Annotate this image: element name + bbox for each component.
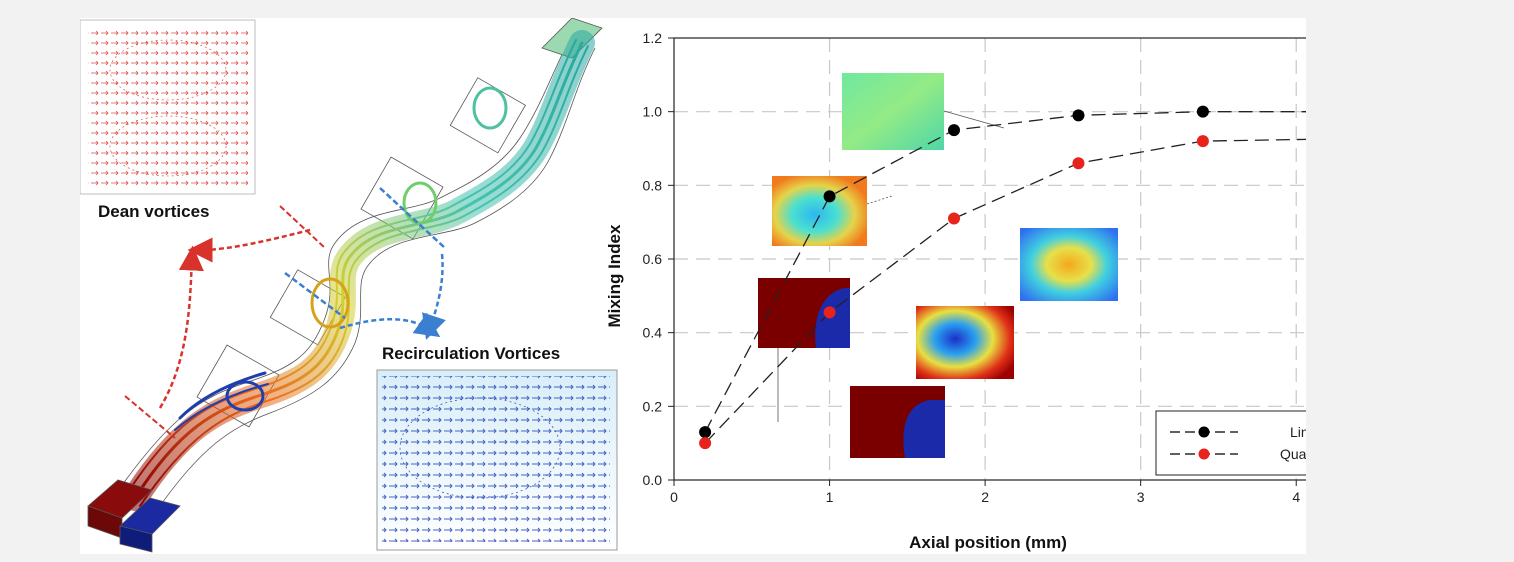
concentration-map-annotations: [758, 73, 1118, 458]
axis-ticks: 0 1 2 3 4 0.0 0.2 0.4 0.6 0.8 1.0 1.2: [643, 30, 1301, 505]
y-tick-label: 1.0: [643, 104, 663, 120]
inlet-blocks: [87, 479, 181, 553]
x-tick-label: 3: [1137, 489, 1145, 505]
series-line-linear: [704, 111, 1306, 433]
y-tick-label: 1.2: [643, 30, 663, 46]
data-point-linear: [1072, 109, 1085, 122]
concentration-map-quadratic-1.8mm: [916, 306, 1014, 379]
dean-vortices-label: Dean vortices: [98, 202, 210, 221]
concentration-map-quadratic-1.0mm: [850, 386, 945, 458]
figure-panel: Dean vortices Recirculation Vortices 0 1 2…: [80, 18, 1306, 554]
concentration-map-quadratic-2.6mm: [1020, 228, 1118, 301]
y-tick-label: 0.8: [643, 177, 663, 193]
x-tick-label: 1: [826, 489, 834, 505]
y-tick-label: 0.0: [643, 472, 663, 488]
x-tick-label: 4: [1292, 489, 1300, 505]
x-tick-label: 2: [981, 489, 989, 505]
legend: Linear Quadratic: [1155, 410, 1306, 476]
series-line-quadratic: [704, 138, 1306, 444]
data-point-linear: [1196, 105, 1209, 118]
mixing-index-chart: 0 1 2 3 4 0.0 0.2 0.4 0.6 0.8 1.0 1.2 Axial positio…: [605, 30, 1306, 552]
legend-marker-quadratic: [1198, 448, 1210, 460]
concentration-map-linear-1.8mm: [842, 73, 1005, 150]
data-point-quadratic: [1072, 157, 1085, 170]
data-point-linear: [823, 190, 836, 203]
streamlines: [122, 30, 595, 511]
recirculation-vortices-label: Recirculation Vortices: [382, 344, 561, 363]
legend-marker-linear: [1198, 426, 1210, 438]
dean-callout-arrows: [158, 228, 311, 409]
x-tick-label: 0: [670, 489, 678, 505]
data-point-quadratic: [823, 306, 836, 319]
recirculation-callout-arrows: [339, 253, 446, 340]
section-cut-lines: [124, 187, 446, 439]
concentration-map-linear-1.0mm: [772, 176, 893, 246]
y-axis-label: Mixing Index: [605, 224, 624, 328]
y-tick-label: 0.2: [643, 398, 663, 414]
recirculation-vortices-inset: [376, 369, 618, 551]
data-point-quadratic: [948, 212, 960, 225]
data-point-quadratic: [1196, 135, 1209, 148]
legend-label-linear: Linear: [1290, 424, 1306, 440]
data-point-quadratic: [699, 437, 712, 450]
chart-series: [699, 105, 1306, 450]
y-tick-label: 0.6: [643, 251, 663, 267]
dean-vortices-inset: [80, 19, 256, 195]
data-point-linear: [948, 124, 960, 137]
y-tick-label: 0.4: [643, 325, 663, 341]
concentration-map-linear-0.2mm: [758, 278, 850, 422]
serpentine-channel-illustration: [80, 18, 618, 553]
x-axis-label: Axial position (mm): [909, 533, 1067, 552]
legend-label-quadratic: Quadratic: [1280, 446, 1306, 462]
data-point-linear: [699, 426, 712, 439]
